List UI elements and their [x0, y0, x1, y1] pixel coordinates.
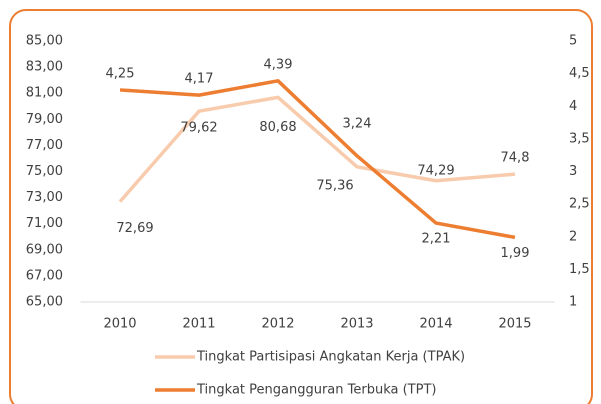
- y-tick-label: 69,00: [26, 242, 63, 257]
- y2-tick-label: 4,5: [569, 66, 590, 81]
- data-label: 72,69: [116, 221, 153, 236]
- x-tick-label: 2012: [261, 317, 294, 332]
- y-tick-label: 67,00: [26, 268, 63, 283]
- y2-tick-label: 5: [569, 34, 577, 49]
- data-label: 75,36: [316, 178, 353, 193]
- y2-tick-label: 2,5: [569, 197, 590, 212]
- y2-tick-label: 3: [569, 164, 577, 179]
- data-label: 74,29: [417, 163, 454, 178]
- x-tick-label: 2014: [419, 317, 452, 332]
- y-tick-label: 71,00: [26, 216, 63, 231]
- x-tick-label: 2013: [340, 317, 373, 332]
- x-tick-label: 2015: [498, 317, 531, 332]
- y2-tick-label: 1,5: [569, 262, 590, 277]
- series-line: [119, 79, 516, 240]
- data-label: 4,25: [106, 66, 135, 81]
- x-tick-label: 2010: [103, 317, 136, 332]
- y2-tick-label: 2: [569, 229, 577, 244]
- y2-tick-label: 3,5: [569, 131, 590, 146]
- data-label: 79,62: [180, 121, 217, 136]
- y-tick-label: 75,00: [26, 164, 63, 179]
- y-tick-label: 73,00: [26, 190, 63, 205]
- y-tick-label: 81,00: [26, 86, 63, 101]
- x-tick-label: 2011: [182, 317, 215, 332]
- chart-frame: [9, 9, 593, 404]
- data-label: 74,8: [501, 151, 530, 166]
- y-tick-label: 65,00: [26, 295, 63, 310]
- y2-tick-label: 1: [569, 295, 577, 310]
- y-tick-label: 77,00: [26, 138, 63, 153]
- y-tick-label: 85,00: [26, 34, 63, 49]
- data-label: 4,39: [264, 57, 293, 72]
- legend-label: Tingkat Partisipasi Angkatan Kerja (TPAK…: [196, 350, 465, 365]
- y-tick-label: 83,00: [26, 60, 63, 75]
- series-line: [118, 95, 516, 203]
- data-label: 4,17: [185, 72, 214, 87]
- data-label: 2,21: [422, 232, 451, 247]
- data-label: 3,24: [343, 116, 372, 131]
- y2-tick-label: 4: [569, 99, 577, 114]
- data-label: 80,68: [259, 120, 296, 135]
- y-tick-label: 79,00: [26, 112, 63, 127]
- data-label: 1,99: [501, 246, 530, 261]
- legend-label: Tingkat Pengangguran Terbuka (TPT): [196, 383, 436, 398]
